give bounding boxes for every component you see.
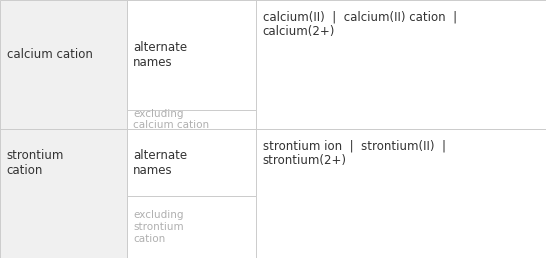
Bar bbox=[0, 129, 127, 258]
Bar bbox=[127, 196, 256, 258]
Text: excluding
calcium cation: excluding calcium cation bbox=[133, 109, 209, 130]
Text: excluding
strontium
cation: excluding strontium cation bbox=[133, 211, 184, 244]
Bar bbox=[127, 110, 256, 129]
Text: strontium
cation: strontium cation bbox=[7, 149, 64, 176]
Text: strontium ion  |  strontium(II)  |
strontium(2+): strontium ion | strontium(II) | strontiu… bbox=[263, 139, 446, 167]
Bar bbox=[127, 0, 256, 110]
Text: calcium cation: calcium cation bbox=[7, 48, 92, 61]
Text: alternate
names: alternate names bbox=[133, 149, 187, 176]
Text: alternate
names: alternate names bbox=[133, 41, 187, 69]
Bar bbox=[127, 129, 256, 196]
Text: calcium(II)  |  calcium(II) cation  |
calcium(2+): calcium(II) | calcium(II) cation | calci… bbox=[263, 10, 457, 38]
Bar bbox=[0, 0, 127, 129]
